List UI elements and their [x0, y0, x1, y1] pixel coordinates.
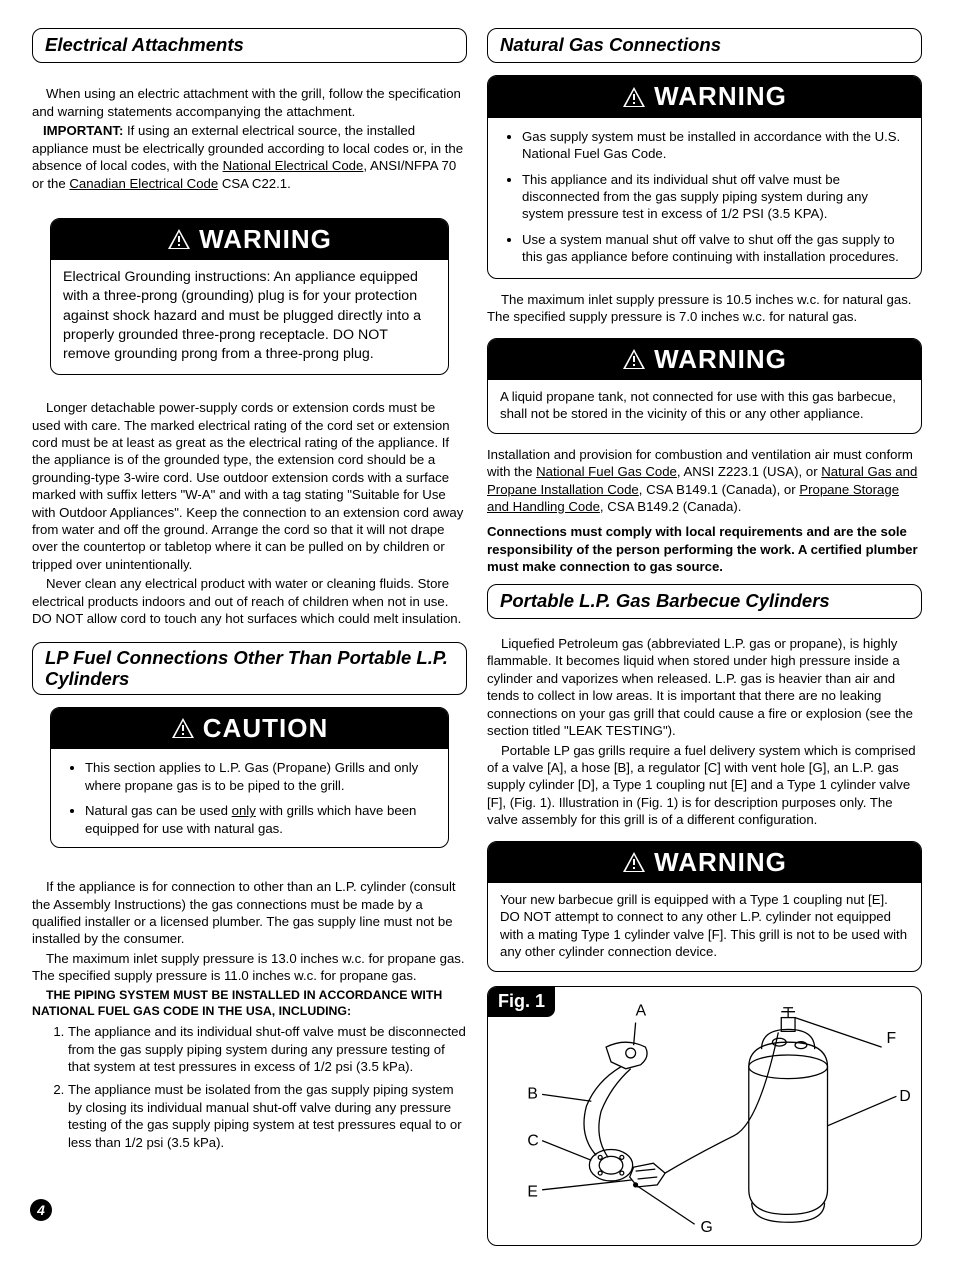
body-text: Longer detachable power-supply cords or … — [32, 399, 467, 573]
warning-box-electrical: WARNING Electrical Grounding instruction… — [50, 218, 449, 375]
caution-bullet: Natural gas can be used only with grills… — [85, 802, 436, 837]
warning-body: A liquid propane tank, not connected for… — [500, 388, 909, 423]
warning-icon — [167, 228, 191, 250]
warning-box-ng2: WARNING A liquid propane tank, not conne… — [487, 338, 922, 434]
warning-icon — [622, 348, 646, 370]
warning-bullet: This appliance and its individual shut o… — [522, 171, 909, 223]
body-text: If the appliance is for connection to ot… — [32, 878, 467, 948]
body-text: IMPORTANT: If using an external electric… — [32, 122, 467, 192]
warning-icon — [171, 717, 195, 739]
left-column: Electrical Attachments When using an ele… — [32, 28, 467, 1246]
figure-1-svg: A B C E F D G — [488, 987, 921, 1245]
fig-letter-e: E — [527, 1183, 538, 1200]
warning-body: Electrical Grounding instructions: An ap… — [63, 268, 436, 364]
caution-label: CAUTION — [203, 711, 328, 745]
section-heading-electrical: Electrical Attachments — [32, 28, 467, 63]
num-item: The appliance must be isolated from the … — [68, 1081, 467, 1151]
warning-label: WARNING — [654, 79, 787, 113]
warning-icon — [622, 86, 646, 108]
fig-letter-b: B — [527, 1085, 538, 1102]
body-text: Never clean any electrical product with … — [32, 575, 467, 627]
section-heading-portable-lp: Portable L.P. Gas Barbecue Cylinders — [487, 584, 922, 619]
fig-letter-g: G — [701, 1219, 713, 1236]
warning-label: WARNING — [199, 222, 332, 256]
body-text: Portable LP gas grills require a fuel de… — [487, 742, 922, 829]
body-text: When using an electric attachment with t… — [32, 85, 467, 120]
warning-body: Your new barbecue grill is equipped with… — [500, 891, 909, 961]
section-heading-lp-fuel: LP Fuel Connections Other Than Portable … — [32, 642, 467, 696]
fig-letter-a: A — [636, 1002, 647, 1019]
figure-1: Fig. 1 — [487, 986, 922, 1246]
right-column: Natural Gas Connections WARNING Gas supp… — [487, 28, 922, 1246]
fig-letter-c: C — [527, 1132, 538, 1149]
section-heading-natural-gas: Natural Gas Connections — [487, 28, 922, 63]
body-text-bold: Connections must comply with local requi… — [487, 523, 922, 575]
warning-bullet: Gas supply system must be installed in a… — [522, 128, 909, 163]
warning-box-ng1: WARNING Gas supply system must be instal… — [487, 75, 922, 278]
body-text-bold: THE PIPING SYSTEM MUST BE INSTALLED IN A… — [32, 987, 467, 1019]
body-text: The maximum inlet supply pressure is 10.… — [487, 291, 922, 326]
fig-letter-f: F — [887, 1030, 897, 1047]
body-text: Liquefied Petroleum gas (abbreviated L.P… — [487, 635, 922, 740]
body-text: The maximum inlet supply pressure is 13.… — [32, 950, 467, 985]
warning-box-lp: WARNING Your new barbecue grill is equip… — [487, 841, 922, 972]
fig-letter-d: D — [899, 1088, 910, 1105]
num-item: The appliance and its individual shut-of… — [68, 1023, 467, 1075]
warning-label: WARNING — [654, 342, 787, 376]
page-number: 4 — [30, 1199, 52, 1221]
caution-bullet: This section applies to L.P. Gas (Propan… — [85, 759, 436, 794]
body-text: Installation and provision for combustio… — [487, 446, 922, 516]
warning-icon — [622, 851, 646, 873]
caution-box: CAUTION This section applies to L.P. Gas… — [50, 707, 449, 848]
warning-label: WARNING — [654, 845, 787, 879]
warning-bullet: Use a system manual shut off valve to sh… — [522, 231, 909, 266]
